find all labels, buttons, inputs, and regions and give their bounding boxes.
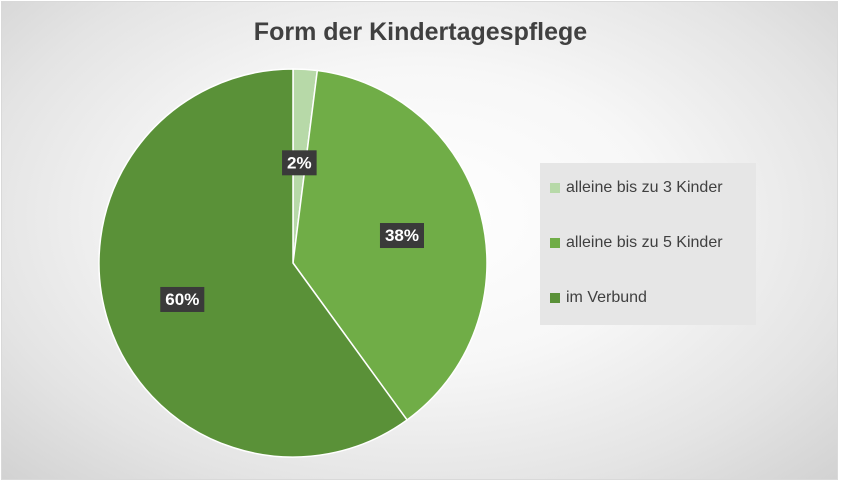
data-label-alleine-3: 2% [282, 150, 317, 176]
legend-label-alleine-3: alleine bis zu 3 Kinder [566, 179, 723, 196]
chart-title: Form der Kindertagespflege [253, 18, 588, 46]
data-label-text-alleine-5: 38% [385, 226, 419, 245]
legend-label-alleine-5: alleine bis zu 5 Kinder [566, 234, 723, 251]
data-label-box-im-verbund [160, 286, 205, 312]
data-label-text-alleine-3: 2% [287, 153, 312, 172]
data-label-text-im-verbund: 60% [165, 290, 199, 309]
data-label-box-alleine-3 [282, 150, 317, 176]
pie-slice-im-verbund [98, 68, 409, 458]
legend-swatch-im-verbund [550, 293, 560, 303]
legend-swatch-alleine-5 [550, 238, 560, 248]
data-label-im-verbund: 60% [160, 286, 205, 312]
data-label-alleine-5: 38% [379, 223, 425, 249]
data-label-box-alleine-5 [379, 223, 425, 249]
legend-swatch-alleine-3 [550, 183, 560, 193]
legend-label-im-verbund: im Verbund [566, 289, 647, 306]
legend: alleine bis zu 3 Kinder alleine bis zu 5… [540, 163, 756, 325]
legend-item-alleine-5: alleine bis zu 5 Kinder [550, 232, 756, 254]
legend-item-im-verbund: im Verbund [550, 287, 756, 309]
legend-item-alleine-3: alleine bis zu 3 Kinder [550, 177, 756, 199]
